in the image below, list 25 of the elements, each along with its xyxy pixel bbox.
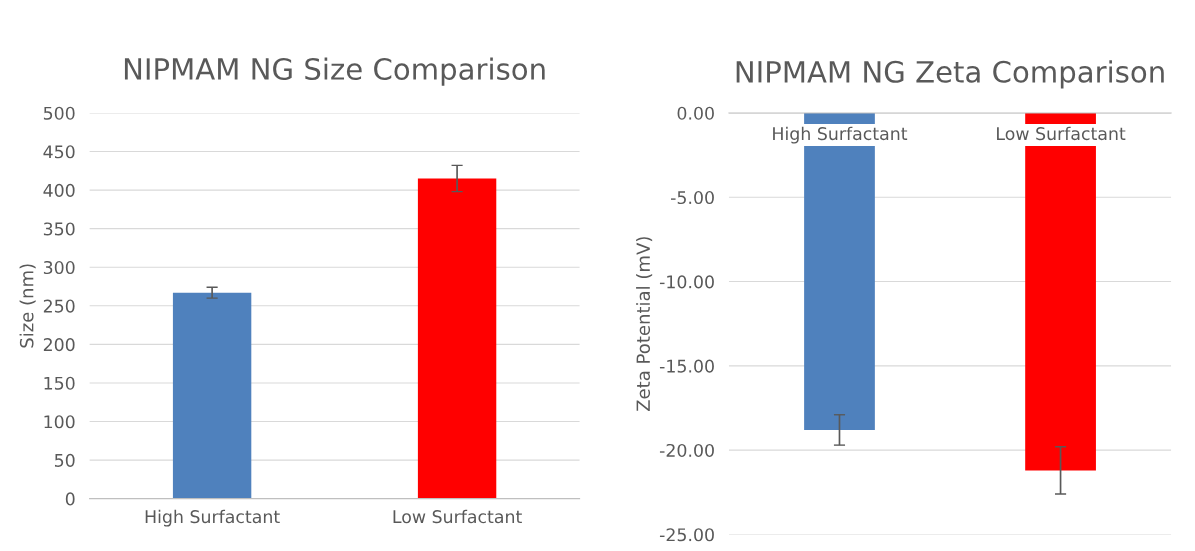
y-tick-label: 50 xyxy=(54,453,75,467)
y-tick-label: -5.00 xyxy=(670,190,714,205)
y-tick-label: -10.00 xyxy=(659,275,714,289)
y-tick-label: 350 xyxy=(43,222,75,236)
chart-title: NIPMAM NG Size Comparison xyxy=(124,57,545,86)
y-tick-label: 0.00 xyxy=(677,106,714,120)
y-tick-label: 0 xyxy=(65,492,75,506)
x-tick-label: High Surfactant xyxy=(145,509,280,527)
x-tick-label: Low Surfactant xyxy=(393,509,522,524)
y-tick-label: -15.00 xyxy=(659,359,714,373)
y-tick-label: 300 xyxy=(43,260,75,275)
y-tick-label: 150 xyxy=(44,376,75,390)
x-tick-label: High Surfactant xyxy=(773,126,908,144)
y-tick-label: 250 xyxy=(43,299,75,313)
y-tick-label: -20.00 xyxy=(659,443,714,458)
chart-title: NIPMAM NG Zeta Comparison xyxy=(736,60,1164,89)
y-tick-label: 500 xyxy=(43,106,75,120)
y-tick-label: 400 xyxy=(43,183,75,197)
x-tick-label: Low Surfactant xyxy=(997,126,1126,141)
y-axis-title: Size (nm) xyxy=(19,264,36,348)
y-tick-label: 100 xyxy=(44,415,75,429)
y-tick-label: 450 xyxy=(43,145,75,159)
y-axis-title: Zeta Potential (mV) xyxy=(636,237,653,412)
y-tick-label: -25.00 xyxy=(659,528,714,542)
y-tick-label: 200 xyxy=(43,338,75,352)
